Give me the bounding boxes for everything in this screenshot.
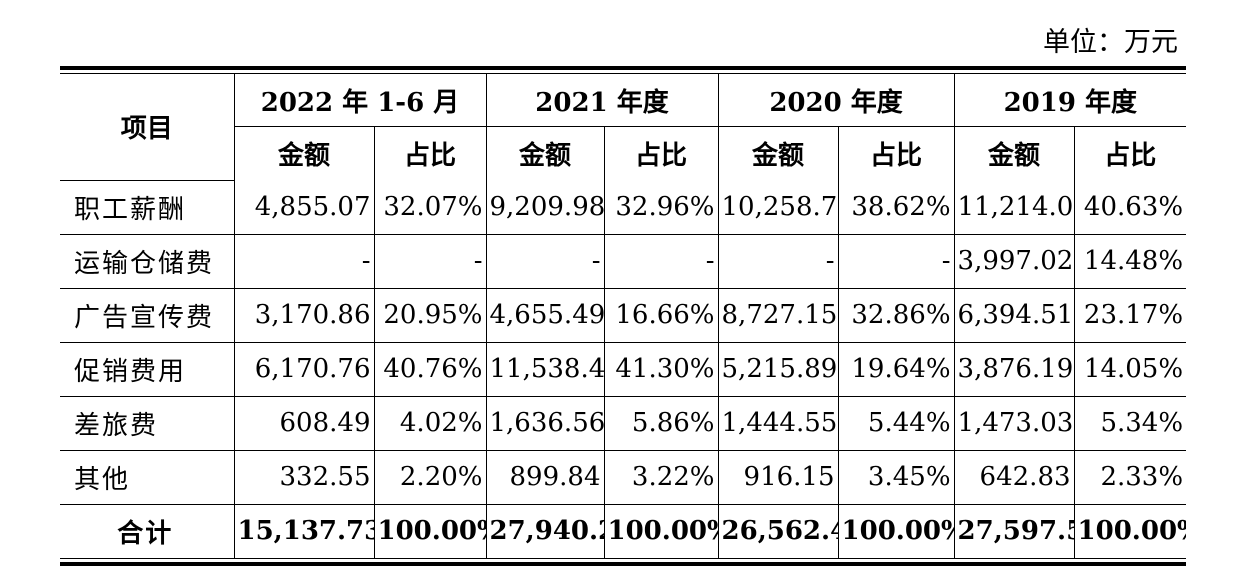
ratio-cell: 3.22% (603, 449, 719, 505)
table-bottom-thin-rule (60, 558, 1186, 559)
amount-cell: 11,538.40 (485, 341, 605, 397)
period-header-2019: 2019 年度 (953, 74, 1187, 127)
ratio-header: 占比 (1073, 126, 1187, 180)
amount-cell: 4,855.07 (233, 180, 375, 235)
amount-cell: 899.84 (485, 449, 605, 505)
amount-cell: 6,394.51 (953, 287, 1075, 343)
ratio-cell: 3.45% (837, 449, 955, 505)
amount-cell: 3,876.19 (953, 341, 1075, 397)
ratio-header: 占比 (837, 126, 955, 180)
table-row: 职工薪酬 4,855.07 32.07% 9,209.98 32.96% 10,… (60, 180, 1187, 235)
ratio-cell: 20.95% (373, 287, 487, 343)
row-label: 广告宣传费 (60, 287, 235, 343)
amount-cell: 1,444.55 (717, 395, 839, 451)
ratio-header: 占比 (373, 126, 487, 180)
total-amount-cell: 27,940.27 (485, 503, 605, 558)
amount-cell: - (233, 233, 375, 289)
ratio-cell: 32.86% (837, 287, 955, 343)
table-top-thick-rule (60, 66, 1186, 70)
period-header-2021: 2021 年度 (485, 74, 719, 127)
amount-cell: 642.83 (953, 449, 1075, 505)
total-ratio-cell: 100.00% (603, 503, 719, 558)
header-row-periods: 项目 2022 年 1-6 月 2021 年度 2020 年度 2019 年度 (60, 74, 1187, 181)
total-ratio-cell: 100.00% (373, 503, 487, 558)
ratio-cell: - (373, 233, 487, 289)
ratio-cell: 16.66% (603, 287, 719, 343)
ratio-cell: 40.76% (373, 341, 487, 397)
ratio-cell: 41.30% (603, 341, 719, 397)
row-label: 其他 (60, 449, 235, 505)
ratio-cell: 5.44% (837, 395, 955, 451)
amount-cell: 4,655.49 (485, 287, 605, 343)
amount-header: 金额 (234, 126, 375, 180)
header-row-columns: 金额 占比 金额 占比 金额 占比 金额 占比 (60, 126, 1187, 180)
table-bottom-thick-rule (60, 562, 1186, 566)
amount-cell: - (717, 233, 839, 289)
ratio-cell: 14.05% (1073, 341, 1187, 397)
ratio-cell: 2.20% (373, 449, 487, 505)
table-row: 其他 332.55 2.20% 899.84 3.22% 916.15 3.45… (60, 449, 1187, 505)
amount-cell: 916.15 (717, 449, 839, 505)
ratio-cell: 14.48% (1073, 233, 1187, 289)
table-top-thin-rule (60, 73, 1186, 74)
amount-cell: 608.49 (233, 395, 375, 451)
total-amount-cell: 27,597.59 (953, 503, 1075, 558)
amount-header: 金额 (953, 126, 1075, 180)
table-row: 促销费用 6,170.76 40.76% 11,538.40 41.30% 5,… (60, 341, 1187, 397)
total-row: 合计 15,137.73 100.00% 27,940.27 100.00% 2… (60, 503, 1187, 558)
amount-cell: 3,170.86 (233, 287, 375, 343)
ratio-cell: - (603, 233, 719, 289)
row-label: 差旅费 (60, 395, 235, 451)
amount-cell: 5,215.89 (717, 341, 839, 397)
amount-header: 金额 (485, 126, 605, 180)
total-amount-cell: 15,137.73 (233, 503, 375, 558)
unit-label: 单位：万元 (1043, 27, 1178, 58)
amount-cell: 6,170.76 (233, 341, 375, 397)
table-row: 运输仓储费 - - - - - - 3,997.02 14.48% (60, 233, 1187, 289)
amount-cell: 332.55 (233, 449, 375, 505)
ratio-cell: 23.17% (1073, 287, 1187, 343)
total-label: 合计 (60, 503, 235, 558)
ratio-cell: 2.33% (1073, 449, 1187, 505)
amount-cell: 3,997.02 (953, 233, 1075, 289)
amount-cell: 9,209.98 (485, 180, 605, 235)
ratio-header: 占比 (603, 126, 719, 180)
amount-header: 金额 (717, 126, 839, 180)
total-amount-cell: 26,562.46 (717, 503, 839, 558)
amount-cell: 1,636.56 (485, 395, 605, 451)
ratio-cell: 5.34% (1073, 395, 1187, 451)
amount-cell: 10,258.72 (717, 180, 839, 235)
amount-cell: 1,473.03 (953, 395, 1075, 451)
ratio-cell: 5.86% (603, 395, 719, 451)
ratio-cell: 4.02% (373, 395, 487, 451)
ratio-cell: 40.63% (1073, 180, 1187, 235)
total-ratio-cell: 100.00% (1073, 503, 1187, 558)
item-header: 项目 (60, 74, 235, 181)
ratio-cell: 38.62% (837, 180, 955, 235)
expense-table: 项目 2022 年 1-6 月 2021 年度 2020 年度 2019 年度 … (60, 74, 1187, 558)
row-label: 促销费用 (60, 341, 235, 397)
ratio-cell: 32.07% (373, 180, 487, 235)
amount-cell: 8,727.15 (717, 287, 839, 343)
ratio-cell: - (837, 233, 955, 289)
table-row: 差旅费 608.49 4.02% 1,636.56 5.86% 1,444.55… (60, 395, 1187, 451)
amount-cell: - (485, 233, 605, 289)
row-label: 职工薪酬 (60, 180, 235, 235)
amount-cell: 11,214.02 (953, 180, 1075, 235)
ratio-cell: 32.96% (603, 180, 719, 235)
ratio-cell: 19.64% (837, 341, 955, 397)
total-ratio-cell: 100.00% (837, 503, 955, 558)
period-header-2022h1: 2022 年 1-6 月 (233, 74, 487, 127)
row-label: 运输仓储费 (60, 233, 235, 289)
table-row: 广告宣传费 3,170.86 20.95% 4,655.49 16.66% 8,… (60, 287, 1187, 343)
period-header-2020: 2020 年度 (717, 74, 955, 127)
